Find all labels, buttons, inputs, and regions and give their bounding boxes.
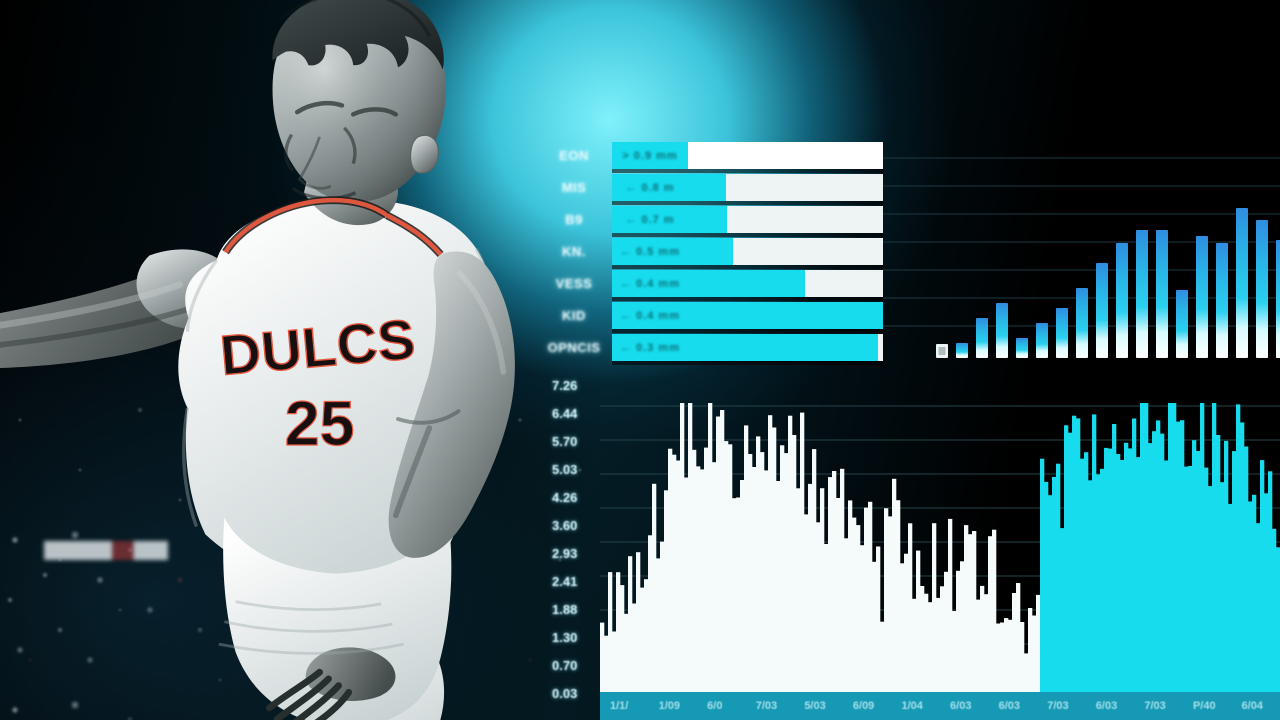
svg-text:25: 25 [285, 389, 355, 459]
